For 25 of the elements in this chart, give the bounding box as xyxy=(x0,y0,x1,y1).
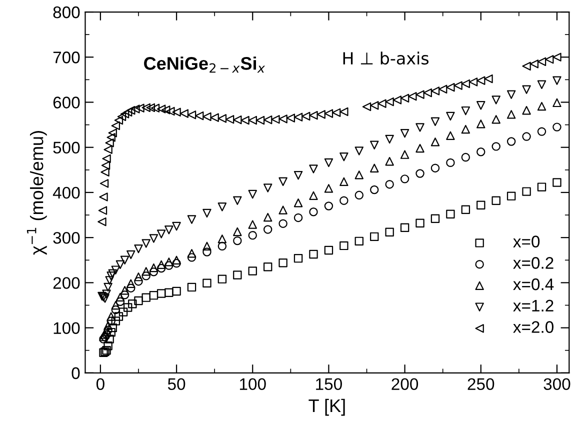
x-tick-label: 200 xyxy=(392,378,418,390)
y-tick-label: 0 xyxy=(72,367,80,380)
x-tick-label: 300 xyxy=(544,378,570,390)
y-tick-label: 400 xyxy=(52,186,80,199)
legend-label: x=0.2 xyxy=(513,257,554,269)
y-tick-label: 700 xyxy=(53,52,80,64)
legend-label: x=0.4 xyxy=(513,278,554,290)
text: CeNiGe$_{2−x}$Si$_{x}$ xyxy=(144,56,266,73)
legend-label: x=0 xyxy=(513,236,540,248)
y-tick-label: 600 xyxy=(53,96,80,108)
x-tick-label: 100 xyxy=(240,378,266,390)
x-tick-label: 0 xyxy=(96,378,104,390)
y-axis-title: χ$^{−1}$ (mole/emu) xyxy=(26,131,47,255)
annotation: H ⊥ b-axis xyxy=(343,52,429,65)
legend-label: x=2.0 xyxy=(513,321,554,333)
x-tick-label: 250 xyxy=(468,378,494,390)
y-tick-label: 200 xyxy=(53,277,80,289)
x-tick-label: 50 xyxy=(168,378,186,390)
y-tick-label: 300 xyxy=(53,232,80,244)
legend-label: x=1.2 xyxy=(513,300,554,312)
x-axis-title: T [K] xyxy=(308,398,345,416)
y-tick-label: 100 xyxy=(54,322,80,334)
y-tick-label: 500 xyxy=(53,142,80,154)
x-tick-label: 150 xyxy=(316,378,342,390)
y-tick-label: 800 xyxy=(53,6,80,18)
